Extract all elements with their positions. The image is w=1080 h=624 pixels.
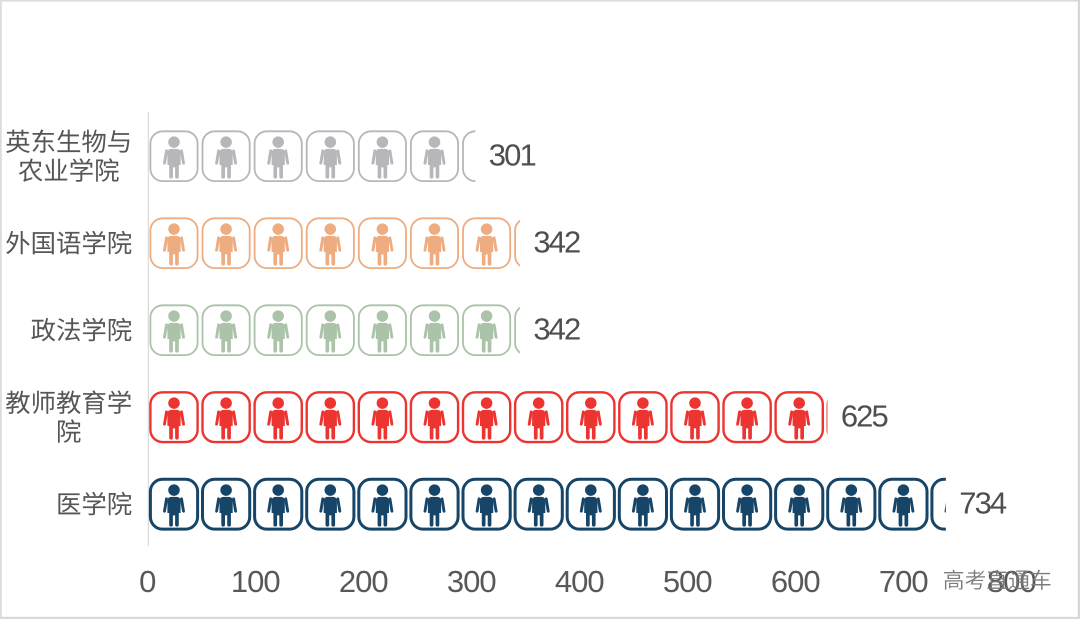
svg-text:700: 700 xyxy=(879,564,928,599)
svg-text:342: 342 xyxy=(533,312,580,347)
svg-text:734: 734 xyxy=(959,486,1007,521)
svg-text:300: 300 xyxy=(447,564,496,599)
svg-text:0: 0 xyxy=(139,564,156,599)
svg-text:342: 342 xyxy=(533,225,580,260)
svg-text:200: 200 xyxy=(339,564,388,599)
svg-text:100: 100 xyxy=(231,564,280,599)
svg-text:301: 301 xyxy=(489,138,536,173)
svg-text:500: 500 xyxy=(663,564,712,599)
svg-text:600: 600 xyxy=(771,564,820,599)
svg-text:400: 400 xyxy=(555,564,604,599)
svg-text:625: 625 xyxy=(841,399,888,434)
